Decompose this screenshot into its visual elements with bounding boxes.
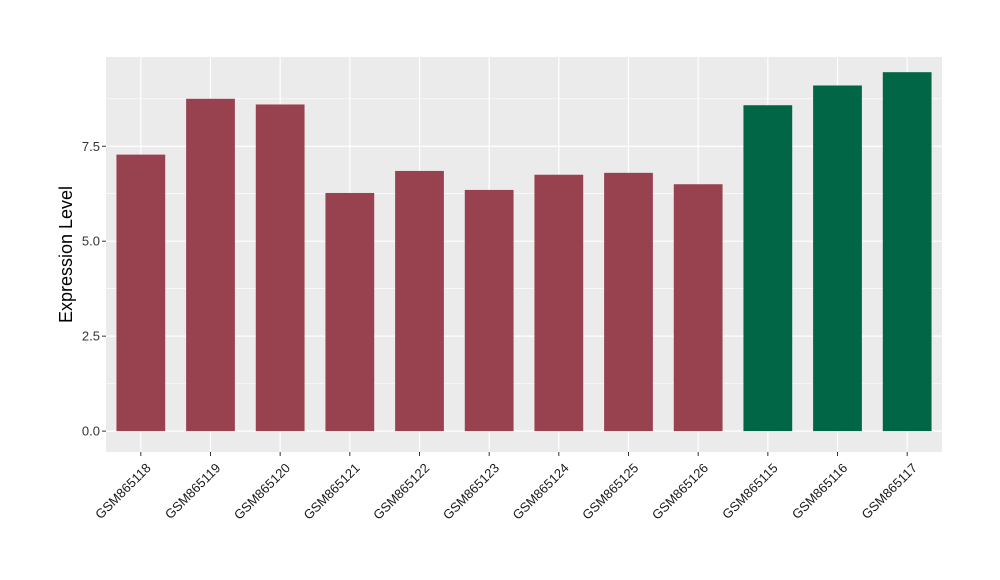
bar-GSM865118 [116, 154, 166, 432]
x-tick-label: GSM865123 [440, 460, 502, 522]
x-tick-label: GSM865116 [789, 460, 851, 522]
x-tick-label: GSM865126 [649, 460, 711, 522]
x-tick-label: GSM865119 [162, 460, 224, 522]
bars-group [116, 72, 932, 432]
bar-GSM865119 [186, 98, 235, 432]
bar-GSM865117 [882, 72, 932, 432]
y-tick-label: 2.5 [82, 329, 100, 344]
bar-GSM865126 [673, 184, 723, 432]
y-axis: 0.0 2.5 5.0 7.5 [82, 139, 106, 439]
bar-GSM865125 [604, 172, 653, 432]
y-tick-label: 5.0 [82, 234, 100, 249]
x-tick-label: GSM865120 [231, 460, 293, 522]
y-tick-label: 7.5 [82, 139, 100, 154]
x-tick-label: GSM865121 [301, 460, 363, 522]
bar-GSM865116 [813, 85, 862, 432]
x-tick-label: GSM865115 [719, 460, 781, 522]
bar-GSM865122 [395, 170, 444, 432]
y-axis-title: Expression Level [56, 186, 76, 323]
x-axis: GSM865118 GSM865119 GSM865120 GSM865121 GSM8… [92, 452, 920, 523]
x-tick-label: GSM865124 [510, 460, 572, 522]
x-tick-label: GSM865125 [579, 460, 641, 522]
bar-GSM865124 [534, 174, 584, 432]
minor-gridlines [106, 98, 942, 384]
x-tick-label: GSM865118 [92, 460, 154, 522]
bar-GSM865121 [325, 192, 375, 432]
plot-panel [106, 57, 942, 452]
bar-GSM865115 [743, 105, 793, 432]
x-tick-label: GSM865122 [370, 460, 432, 522]
bar-GSM865123 [464, 189, 514, 432]
y-tick-label: 0.0 [82, 424, 100, 439]
bar-GSM865120 [255, 104, 305, 432]
x-tick-label: GSM865117 [859, 460, 921, 522]
